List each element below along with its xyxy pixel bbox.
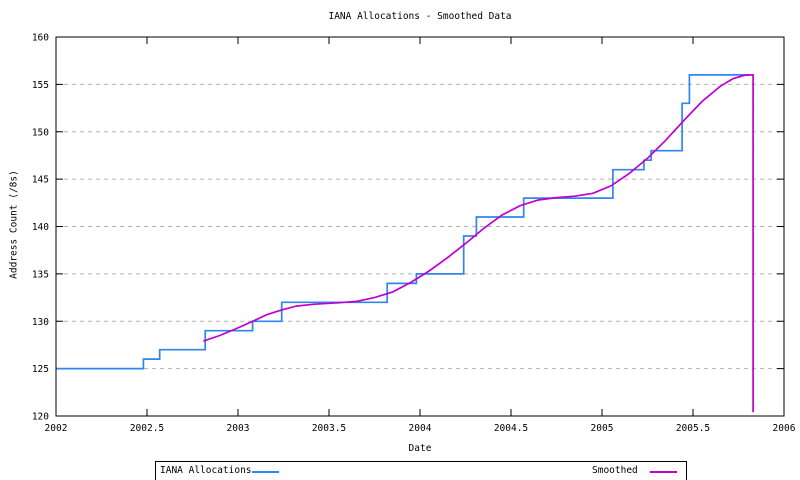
legend-line-sample-smoothed <box>650 471 677 473</box>
plot-border <box>55 36 785 417</box>
y-tick-label: 160 <box>32 33 49 44</box>
x-tick-label: 2005 <box>591 423 614 434</box>
legend-line-sample-allocations <box>252 471 279 473</box>
x-tick-label: 2002.5 <box>130 423 164 434</box>
legend-label-allocations: IANA Allocations <box>160 465 252 476</box>
y-tick-label: 155 <box>32 80 49 91</box>
y-tick-label: 130 <box>32 317 49 328</box>
y-tick-label: 135 <box>32 269 49 280</box>
x-tick-label: 2002 <box>45 423 68 434</box>
x-axis-title: Date <box>408 443 432 454</box>
legend-entry-allocations: IANA Allocations <box>156 465 436 479</box>
x-tick-label: 2003.5 <box>312 423 346 434</box>
legend-entry-smoothed: Smoothed <box>586 465 686 479</box>
y-tick-label: 150 <box>32 127 49 138</box>
x-tick-label: 2003 <box>227 423 250 434</box>
series-smoothed-line <box>203 74 754 413</box>
x-tick-label: 2006 <box>773 423 796 434</box>
x-tick-label: 2004.5 <box>494 423 528 434</box>
x-tick-label: 2005.5 <box>676 423 710 434</box>
legend-label-smoothed: Smoothed <box>592 465 638 476</box>
chart-title: IANA Allocations - Smoothed Data <box>328 11 512 22</box>
x-tick-label: 2004 <box>409 423 432 434</box>
legend: IANA Allocations Smoothed <box>155 461 687 480</box>
y-tick-label: 120 <box>32 412 49 423</box>
y-tick-label: 145 <box>32 175 49 186</box>
series-allocations-line <box>56 74 750 370</box>
y-tick-label: 140 <box>32 222 49 233</box>
y-tick-label: 125 <box>32 364 49 375</box>
